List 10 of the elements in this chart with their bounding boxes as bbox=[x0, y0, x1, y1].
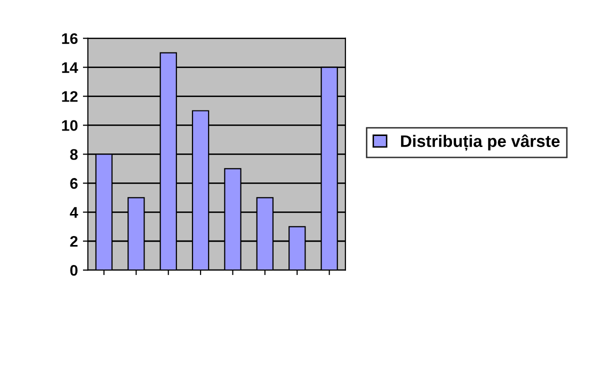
y-tick-label: 16 bbox=[62, 33, 78, 44]
y-tick-label: 2 bbox=[70, 236, 78, 247]
y-tick-label: 6 bbox=[70, 178, 78, 189]
legend-label: Distribuția pe vârste bbox=[401, 134, 560, 151]
y-tick-label: 14 bbox=[62, 62, 78, 73]
y-tick-label: 8 bbox=[70, 149, 78, 160]
y-tick-label: 0 bbox=[70, 264, 78, 276]
y-tick-label: 12 bbox=[62, 91, 78, 102]
y-tick-label: 10 bbox=[62, 120, 78, 131]
y-tick-label: 4 bbox=[70, 207, 78, 218]
